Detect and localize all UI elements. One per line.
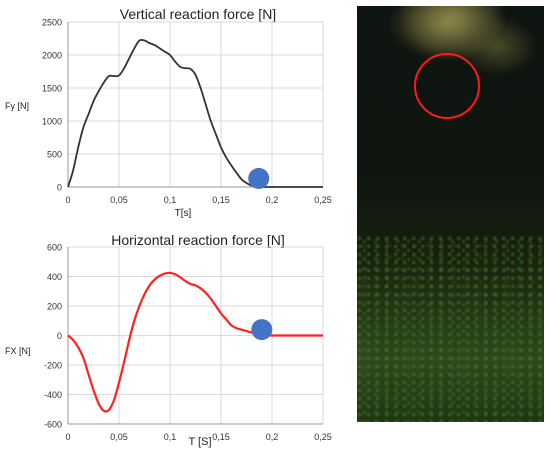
time-marker-point bbox=[248, 167, 270, 189]
y-tick-label: 1500 bbox=[42, 84, 62, 94]
y-tick-label: 1000 bbox=[42, 117, 62, 127]
x-tick-label: 0,2 bbox=[266, 195, 279, 205]
y-axis-label: FX [N] bbox=[5, 346, 31, 356]
y-tick-label: -200 bbox=[44, 361, 62, 371]
vertical-force-chart: Vertical reaction force [N] Fy [N] T[s] … bbox=[5, 6, 332, 219]
x-tick-label: 0 bbox=[65, 432, 70, 442]
x-tick-label: 0,1 bbox=[164, 195, 177, 205]
x-tick-label: 0,2 bbox=[266, 432, 279, 442]
charts-canvas: Vertical reaction force [N] Fy [N] T[s] … bbox=[5, 6, 332, 448]
y-tick-label: 2500 bbox=[42, 18, 62, 28]
x-tick-label: 0 bbox=[65, 195, 70, 205]
y-tick-label: 2000 bbox=[42, 51, 62, 61]
y-tick-label: 0 bbox=[57, 183, 62, 193]
chart-title: Horizontal reaction force [N] bbox=[111, 232, 285, 248]
photo-ground-texture bbox=[357, 236, 544, 422]
y-axis-label: Fy [N] bbox=[5, 101, 29, 111]
y-tick-label: 400 bbox=[47, 272, 62, 282]
x-tick-label: 0,15 bbox=[212, 195, 230, 205]
red-highlight-circle bbox=[414, 53, 480, 119]
y-tick-label: 600 bbox=[47, 243, 62, 253]
y-tick-label: 200 bbox=[47, 302, 62, 312]
series-line bbox=[67, 271, 323, 413]
x-tick-label: 0,25 bbox=[314, 195, 332, 205]
time-marker-point bbox=[251, 319, 273, 341]
photo-object-highlight bbox=[397, 6, 507, 61]
x-tick-label: 0,25 bbox=[314, 432, 332, 442]
y-tick-label: -400 bbox=[44, 390, 62, 400]
y-tick-label: 500 bbox=[47, 150, 62, 160]
chart-title: Vertical reaction force [N] bbox=[120, 6, 276, 22]
series-line bbox=[67, 38, 324, 188]
horizontal-force-chart: Horizontal reaction force [N] FX [N] T [… bbox=[5, 232, 332, 448]
experiment-photo bbox=[357, 6, 544, 422]
x-tick-label: 0,1 bbox=[164, 432, 177, 442]
y-tick-label: 0 bbox=[57, 331, 62, 341]
x-tick-label: 0,05 bbox=[110, 195, 128, 205]
y-tick-label: -600 bbox=[44, 420, 62, 430]
x-tick-label: 0,15 bbox=[212, 432, 230, 442]
x-tick-label: 0,05 bbox=[110, 432, 128, 442]
x-axis-label: T[s] bbox=[175, 208, 192, 219]
x-axis-label: T [S] bbox=[188, 436, 211, 448]
